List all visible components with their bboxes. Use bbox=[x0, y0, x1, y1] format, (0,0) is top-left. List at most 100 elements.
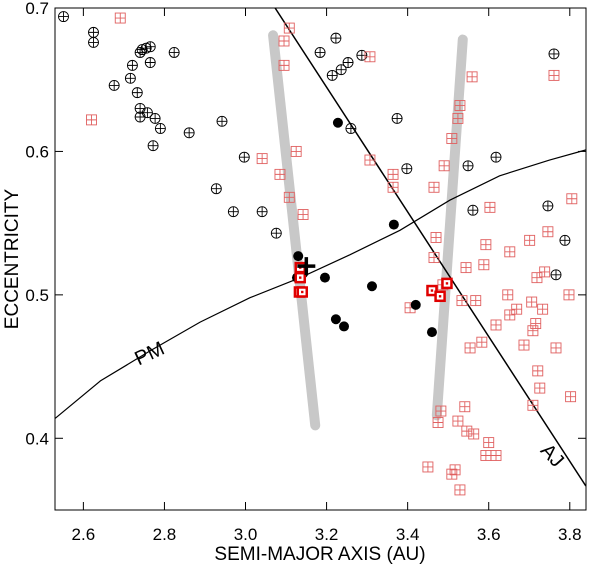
point bbox=[283, 191, 295, 203]
curve bbox=[268, 30, 321, 431]
marker-shape bbox=[504, 246, 515, 257]
point bbox=[387, 181, 399, 193]
marker-shape bbox=[446, 133, 457, 144]
point bbox=[504, 246, 516, 258]
point bbox=[559, 234, 571, 246]
marker-shape bbox=[548, 70, 559, 81]
point bbox=[504, 309, 516, 321]
marker-shape bbox=[127, 60, 138, 71]
point bbox=[518, 339, 530, 351]
point bbox=[283, 22, 295, 34]
marker-shape bbox=[388, 219, 399, 230]
curve bbox=[274, 8, 586, 487]
marker-shape bbox=[135, 112, 146, 123]
point bbox=[296, 286, 309, 298]
point bbox=[460, 262, 472, 274]
point bbox=[502, 289, 514, 301]
marker-shape bbox=[239, 152, 250, 163]
point bbox=[452, 415, 464, 427]
point bbox=[256, 206, 268, 218]
marker-shape bbox=[542, 200, 553, 211]
marker-shape bbox=[109, 80, 120, 91]
point bbox=[428, 181, 440, 193]
point bbox=[434, 290, 446, 303]
point bbox=[124, 72, 136, 84]
marker-shape bbox=[88, 37, 99, 48]
point bbox=[462, 160, 474, 172]
marker-shape bbox=[480, 450, 491, 461]
point bbox=[490, 151, 502, 163]
marker-shape bbox=[542, 226, 553, 237]
marker-shape bbox=[388, 169, 399, 180]
point bbox=[216, 115, 228, 127]
marker-shape bbox=[532, 365, 543, 376]
marker-shape bbox=[336, 64, 347, 75]
marker-shape bbox=[428, 252, 439, 263]
point bbox=[530, 318, 542, 329]
curve bbox=[431, 34, 468, 421]
marker-shape bbox=[339, 321, 350, 332]
point bbox=[290, 145, 302, 157]
point bbox=[58, 11, 69, 23]
marker-shape bbox=[364, 155, 375, 166]
point bbox=[446, 133, 458, 144]
point bbox=[542, 200, 554, 212]
marker-shape bbox=[527, 325, 538, 336]
marker-shape bbox=[551, 269, 562, 280]
marker-shape bbox=[476, 337, 487, 348]
point bbox=[426, 327, 437, 338]
point bbox=[154, 123, 166, 134]
marker-shape bbox=[527, 400, 538, 411]
point bbox=[339, 321, 350, 332]
marker-shape bbox=[410, 299, 421, 310]
marker-shape bbox=[491, 319, 502, 330]
marker-shape bbox=[530, 318, 541, 329]
x-tick-label: 2.6 bbox=[72, 525, 96, 544]
marker-shape bbox=[430, 289, 434, 292]
marker-shape bbox=[548, 48, 559, 59]
point bbox=[297, 257, 316, 276]
marker-shape bbox=[228, 206, 239, 217]
x-tick-label: 3.2 bbox=[315, 525, 339, 544]
point bbox=[332, 117, 343, 128]
point bbox=[534, 382, 546, 394]
marker-shape bbox=[115, 13, 126, 24]
point bbox=[490, 319, 502, 331]
marker-shape bbox=[511, 304, 522, 315]
y-tick-label: 0.5 bbox=[25, 286, 49, 305]
marker-shape bbox=[388, 182, 399, 193]
point bbox=[476, 336, 488, 348]
marker-shape bbox=[88, 27, 99, 38]
marker-shape bbox=[526, 297, 537, 308]
marker-shape bbox=[299, 276, 302, 279]
marker-shape bbox=[524, 235, 535, 246]
marker-shape bbox=[461, 262, 472, 273]
point bbox=[88, 36, 99, 48]
point bbox=[470, 295, 482, 307]
point bbox=[345, 123, 357, 134]
marker-shape bbox=[327, 70, 338, 81]
marker-shape bbox=[461, 426, 472, 437]
point bbox=[297, 209, 309, 220]
marker-shape bbox=[169, 47, 180, 58]
point bbox=[467, 204, 479, 216]
point bbox=[364, 154, 376, 166]
point bbox=[527, 399, 539, 411]
annotation: AJ bbox=[536, 440, 568, 472]
marker-shape bbox=[274, 169, 285, 180]
x-tick-label: 3.0 bbox=[234, 525, 258, 544]
marker-shape bbox=[539, 266, 550, 277]
point bbox=[227, 206, 239, 218]
marker-shape bbox=[467, 71, 478, 82]
point bbox=[484, 201, 496, 213]
point bbox=[466, 71, 478, 83]
marker-shape bbox=[271, 228, 282, 239]
point bbox=[86, 114, 97, 126]
point bbox=[542, 226, 554, 238]
point bbox=[210, 183, 222, 195]
marker-shape bbox=[142, 107, 153, 118]
marker-shape bbox=[293, 251, 304, 262]
marker-shape bbox=[257, 206, 268, 217]
point bbox=[270, 227, 282, 239]
marker-shape bbox=[291, 146, 302, 157]
